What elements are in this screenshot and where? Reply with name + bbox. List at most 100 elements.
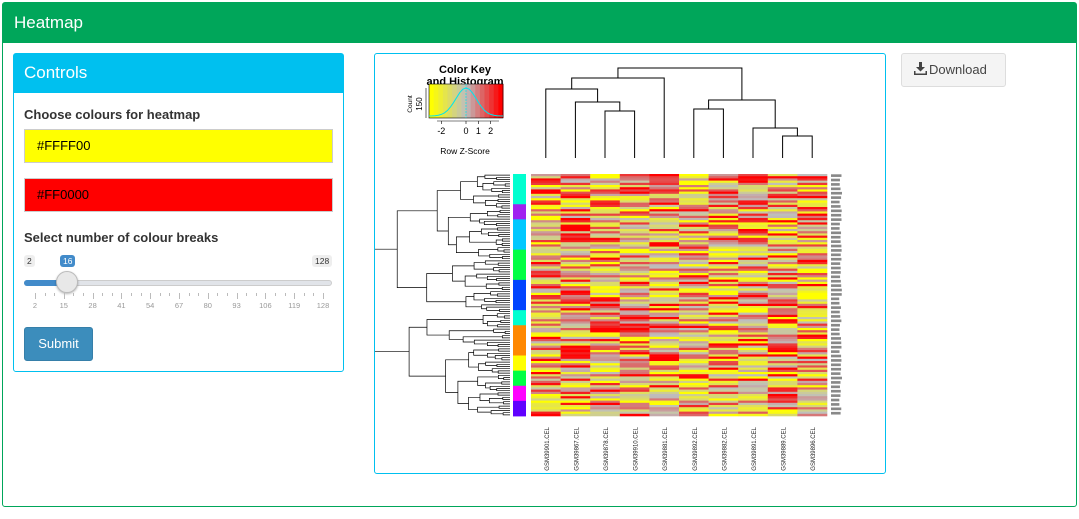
heatmap-cell — [797, 246, 828, 250]
heatmap-cell — [619, 396, 650, 399]
heatmap-cell — [560, 411, 591, 415]
heatmap-cell — [708, 180, 739, 184]
heatmap-cell — [679, 317, 709, 320]
row-label-mark — [831, 183, 840, 186]
heatmap-cell — [531, 196, 561, 199]
heatmap-cell — [708, 356, 739, 360]
heatmap-cell — [531, 259, 561, 263]
heatmap-cell — [679, 387, 709, 390]
heatmap-cell — [797, 193, 828, 197]
row-label-mark — [831, 359, 842, 362]
heatmap-cell — [679, 215, 709, 219]
heatmap-cell — [590, 209, 621, 212]
row-side-colour — [513, 189, 526, 205]
heatmap-cell — [797, 411, 828, 415]
heatmap-cell — [649, 248, 680, 252]
heatmap-cell — [619, 279, 650, 283]
high-colour-input[interactable]: #FF0000 — [24, 178, 333, 212]
heatmap-cell — [797, 235, 828, 239]
column-dendrogram-branch — [617, 67, 743, 100]
low-colour-input[interactable]: #FFFF00 — [24, 129, 333, 163]
heatmap-cell — [738, 292, 769, 296]
heatmap-cell — [649, 240, 680, 243]
heatmap-cell — [560, 391, 591, 395]
row-dendrogram-branch — [485, 361, 510, 366]
heatmap-cell — [590, 211, 621, 214]
heatmap-cell — [531, 314, 561, 318]
heatmap-cell — [767, 314, 798, 318]
heatmap-cell — [619, 328, 650, 331]
heatmap-cell — [531, 317, 561, 320]
row-dendrogram-branch — [497, 324, 510, 328]
heatmap-cell — [560, 319, 591, 322]
color-key-swatch — [433, 84, 439, 118]
heatmap-cell — [649, 306, 680, 309]
heatmap-cell — [797, 185, 828, 188]
heatmap-cell — [767, 270, 798, 274]
row-dendrogram-branch — [473, 195, 499, 204]
heatmap-cell — [531, 409, 561, 412]
heatmap-cell — [590, 220, 621, 223]
heatmap-cell — [590, 284, 621, 287]
heatmap-cell — [797, 187, 828, 190]
slider-minor-tick — [284, 293, 286, 296]
heatmap-cell — [797, 314, 828, 318]
heatmap-cell — [619, 180, 650, 184]
heatmap-cell — [590, 187, 621, 190]
slider-handle[interactable] — [56, 271, 78, 293]
download-button[interactable]: Download — [901, 53, 1006, 87]
colours-label: Choose colours for heatmap — [24, 107, 201, 122]
heatmap-cell — [619, 332, 650, 335]
row-dendrogram-branch — [484, 260, 510, 265]
heatmap-plot-box: Color Key and Histogram 150 Count -2 0 1 2 Row Z… — [368, 53, 886, 474]
heatmap-cell — [738, 358, 769, 362]
heatmap-cell — [767, 191, 798, 195]
heatmap-cell — [738, 182, 769, 186]
heatmap-cell — [649, 328, 680, 331]
heatmap-cell — [619, 237, 650, 241]
submit-button[interactable]: Submit — [24, 327, 93, 361]
heatmap-cell — [649, 253, 680, 256]
heatmap-cell — [708, 314, 739, 318]
row-dendrogram-branch — [491, 368, 510, 373]
heatmap-cell — [767, 286, 798, 289]
heatmap-cell — [767, 310, 798, 313]
controls-title: Controls — [24, 63, 88, 82]
heatmap-cell — [649, 191, 680, 195]
heatmap-cell — [767, 339, 798, 342]
heatmap-cell — [560, 279, 591, 283]
heatmap-cell — [738, 352, 769, 355]
heatmap-cell — [679, 334, 709, 338]
heatmap-cell — [708, 253, 739, 256]
heatmap-cell — [738, 193, 769, 197]
heatmap-cell — [797, 231, 828, 234]
heatmap-cell — [590, 343, 621, 346]
heatmap-cell — [679, 361, 709, 364]
heatmap-cell — [649, 376, 680, 379]
row-dendrogram-branch — [501, 286, 510, 290]
heatmap-cell — [531, 400, 561, 404]
row-dendrogram-branch — [493, 267, 510, 272]
heatmap-cell — [531, 224, 561, 228]
heatmap-cell — [767, 202, 798, 206]
heatmap-cell — [531, 354, 561, 357]
row-dendrogram-branch — [503, 401, 510, 405]
heatmap-cell — [560, 281, 591, 285]
heatmap-cell — [531, 257, 561, 261]
heatmap-cell — [738, 237, 769, 241]
row-dendrogram-branch — [498, 405, 510, 409]
heatmap-cell — [619, 295, 650, 298]
heatmap-cell — [590, 273, 621, 276]
heatmap-cell — [590, 314, 621, 318]
slider-tick-label: 80 — [203, 301, 212, 310]
heatmap-cell — [797, 345, 828, 349]
row-dendrogram-branch — [483, 220, 510, 225]
heatmap-cell — [679, 284, 709, 287]
heatmap-cell — [649, 200, 680, 203]
heatmap-cell — [590, 255, 621, 258]
heatmap-cell — [797, 312, 828, 316]
heatmap-cell — [590, 180, 621, 184]
heatmap-cell — [738, 394, 769, 397]
heatmap-cell — [679, 246, 709, 250]
heatmap-cell — [590, 231, 621, 234]
